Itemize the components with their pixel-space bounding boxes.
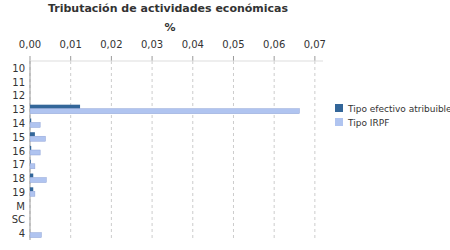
bar xyxy=(30,229,31,233)
tick-label: 0,05 xyxy=(222,39,244,50)
category-label: M xyxy=(16,201,25,212)
legend-swatch xyxy=(335,118,343,126)
bar xyxy=(30,191,35,196)
tick-mark xyxy=(314,56,315,61)
category-label: 4 xyxy=(19,228,25,239)
category-label: 12 xyxy=(12,90,25,101)
category-label: 14 xyxy=(12,118,25,129)
tick-mark xyxy=(233,56,234,61)
bar xyxy=(30,81,31,86)
tick-label: 0,06 xyxy=(263,39,285,50)
bar xyxy=(30,201,31,205)
grid-line xyxy=(192,61,193,240)
bar xyxy=(30,122,40,127)
bar xyxy=(30,164,35,169)
tick-label: 0,03 xyxy=(141,39,163,50)
bar xyxy=(30,91,31,95)
bar xyxy=(30,95,31,100)
tick-label: 0,04 xyxy=(182,39,204,50)
chart: Tributación de actividades económicas%0,… xyxy=(0,0,450,250)
bar xyxy=(30,150,40,155)
tick-mark xyxy=(30,56,31,61)
category-label: 13 xyxy=(12,104,25,115)
category-label: 16 xyxy=(12,146,25,157)
grid-line xyxy=(233,61,234,240)
bar xyxy=(30,118,31,122)
grid-line xyxy=(111,61,112,240)
tick-mark xyxy=(111,56,112,61)
bar xyxy=(30,109,299,114)
legend-label: Tipo IRPF xyxy=(347,118,389,128)
tick-label: 0,01 xyxy=(60,39,82,50)
bar xyxy=(30,146,31,150)
bar xyxy=(30,215,31,219)
legend-label: Tipo efectivo atribuible xyxy=(347,104,450,114)
grid-line xyxy=(274,61,275,240)
tick-mark xyxy=(70,56,71,61)
bar xyxy=(30,67,31,72)
grid-line xyxy=(70,61,71,240)
bar xyxy=(30,160,31,164)
axis-range xyxy=(30,61,323,62)
category-label: 11 xyxy=(12,77,25,88)
grid-line xyxy=(152,61,153,240)
bar xyxy=(30,105,80,109)
bars xyxy=(30,105,299,238)
tick-label: 0,00 xyxy=(19,39,41,50)
tick-label: 0,02 xyxy=(100,39,122,50)
category-label: 19 xyxy=(12,187,25,198)
bar xyxy=(30,132,35,136)
tick-label: 0,07 xyxy=(304,39,326,50)
bar xyxy=(30,219,31,224)
tick-mark xyxy=(152,56,153,61)
bar xyxy=(30,136,45,141)
tick-mark xyxy=(192,56,193,61)
category-label: 17 xyxy=(12,159,25,170)
bar xyxy=(30,77,31,81)
grid-line xyxy=(314,61,315,240)
bar xyxy=(30,205,31,210)
tick-mark xyxy=(274,56,275,61)
category-label: 18 xyxy=(12,173,25,184)
axis-label: % xyxy=(164,21,175,34)
bar xyxy=(30,63,31,67)
bar xyxy=(30,178,46,183)
bar xyxy=(30,233,41,238)
category-label: 15 xyxy=(12,132,25,143)
bar xyxy=(30,187,33,191)
category-label: SC xyxy=(12,214,25,225)
bar xyxy=(30,174,33,178)
title: Tributación de actividades económicas xyxy=(48,2,289,15)
legend-swatch xyxy=(335,104,343,112)
category-label: 10 xyxy=(12,63,25,74)
